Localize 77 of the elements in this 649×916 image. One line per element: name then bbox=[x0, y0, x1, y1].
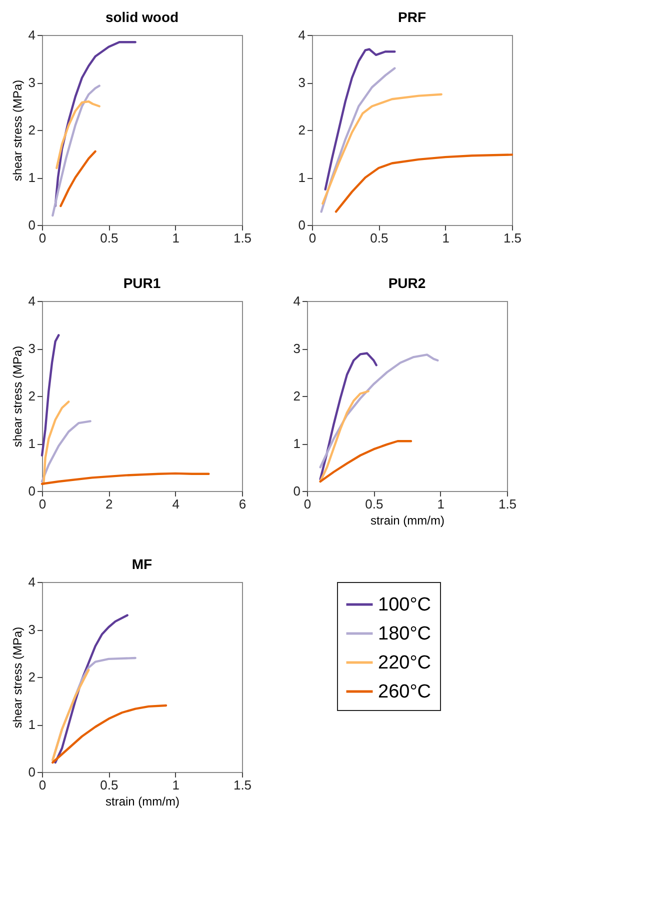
legend-label: 180°C bbox=[378, 624, 432, 644]
x-axis-title: strain (mm/m) bbox=[370, 514, 444, 528]
x-tick-label: 0.5 bbox=[100, 230, 118, 246]
chart-title: MF bbox=[132, 556, 153, 572]
y-tick-label: 3 bbox=[28, 75, 36, 90]
line-series bbox=[52, 84, 100, 217]
x-tick-label: 0 bbox=[38, 230, 46, 246]
line-series bbox=[322, 93, 442, 205]
y-axis-title: shear stress (MPa) bbox=[10, 80, 24, 182]
y-tick-label: 2 bbox=[28, 670, 36, 684]
chart-title: solid wood bbox=[105, 9, 179, 25]
x-tick-label: 4 bbox=[172, 496, 180, 512]
line-series bbox=[40, 420, 92, 483]
legend-label: 260°C bbox=[378, 682, 432, 702]
y-tick-label: 2 bbox=[28, 122, 36, 138]
line-series bbox=[54, 41, 136, 208]
chart-title: PUR1 bbox=[123, 275, 161, 291]
line-series bbox=[320, 67, 396, 213]
x-tick-label: 0 bbox=[38, 778, 46, 792]
line-series bbox=[334, 154, 514, 213]
y-tick-label: 0 bbox=[28, 218, 36, 232]
x-tick-label: 2 bbox=[106, 496, 113, 512]
y-tick-label: 2 bbox=[298, 122, 306, 138]
y-tick-label: 2 bbox=[293, 388, 300, 404]
y-tick-label: 4 bbox=[298, 28, 306, 42]
x-tick-label: 1.5 bbox=[233, 778, 252, 792]
x-axis-title: strain (mm/m) bbox=[106, 794, 180, 808]
y-tick-label: 2 bbox=[28, 388, 36, 404]
x-tick-label: 0 bbox=[308, 230, 316, 246]
y-axis-title: shear stress (MPa) bbox=[10, 346, 24, 448]
y-tick-label: 1 bbox=[28, 170, 36, 185]
legend-label: 220°C bbox=[378, 652, 432, 674]
line-series bbox=[42, 400, 70, 485]
x-tick-label: 1.5 bbox=[233, 230, 252, 246]
line-series bbox=[40, 472, 210, 485]
y-tick-label: 1 bbox=[28, 717, 36, 732]
y-tick-label: 4 bbox=[28, 574, 36, 590]
y-tick-label: 4 bbox=[293, 294, 300, 308]
y-tick-label: 3 bbox=[298, 75, 306, 90]
y-tick-label: 0 bbox=[293, 484, 300, 498]
chart-title: PRF bbox=[398, 9, 426, 25]
line-series bbox=[60, 150, 96, 208]
legend-label: 100°C bbox=[378, 594, 432, 616]
line-series bbox=[40, 334, 60, 456]
line-series bbox=[54, 614, 128, 764]
y-tick-label: 0 bbox=[28, 764, 36, 780]
y-tick-label: 0 bbox=[28, 484, 36, 498]
y-tick-label: 0 bbox=[298, 218, 306, 232]
x-tick-label: 1.5 bbox=[503, 230, 522, 246]
x-tick-label: 0.5 bbox=[100, 778, 118, 792]
line-series bbox=[319, 352, 378, 480]
x-tick-label: 1 bbox=[172, 778, 180, 792]
x-tick-label: 6 bbox=[238, 496, 246, 512]
line-series bbox=[319, 440, 412, 483]
y-tick-label: 1 bbox=[293, 436, 300, 451]
y-axis-title: shear stress (MPa) bbox=[10, 626, 24, 728]
x-tick-label: 1 bbox=[172, 230, 180, 246]
y-tick-label: 4 bbox=[28, 294, 36, 308]
y-tick-label: 4 bbox=[28, 28, 36, 42]
x-tick-label: 1 bbox=[437, 496, 444, 512]
y-tick-label: 3 bbox=[28, 622, 36, 637]
x-tick-label: 0.5 bbox=[365, 496, 384, 512]
line-series bbox=[52, 704, 168, 764]
y-tick-label: 3 bbox=[293, 341, 300, 356]
x-tick-label: 0.5 bbox=[370, 230, 388, 246]
y-tick-label: 1 bbox=[28, 436, 36, 451]
x-tick-label: 1 bbox=[442, 230, 450, 246]
y-tick-label: 3 bbox=[28, 341, 36, 356]
line-series bbox=[324, 48, 396, 190]
y-tick-label: 1 bbox=[298, 170, 306, 185]
chart-title: PUR2 bbox=[388, 275, 426, 291]
x-tick-label: 1.5 bbox=[498, 496, 517, 512]
line-series bbox=[319, 390, 370, 483]
line-series bbox=[52, 668, 90, 762]
line-series bbox=[319, 354, 439, 468]
line-series bbox=[56, 100, 100, 170]
x-tick-label: 0 bbox=[38, 496, 46, 512]
